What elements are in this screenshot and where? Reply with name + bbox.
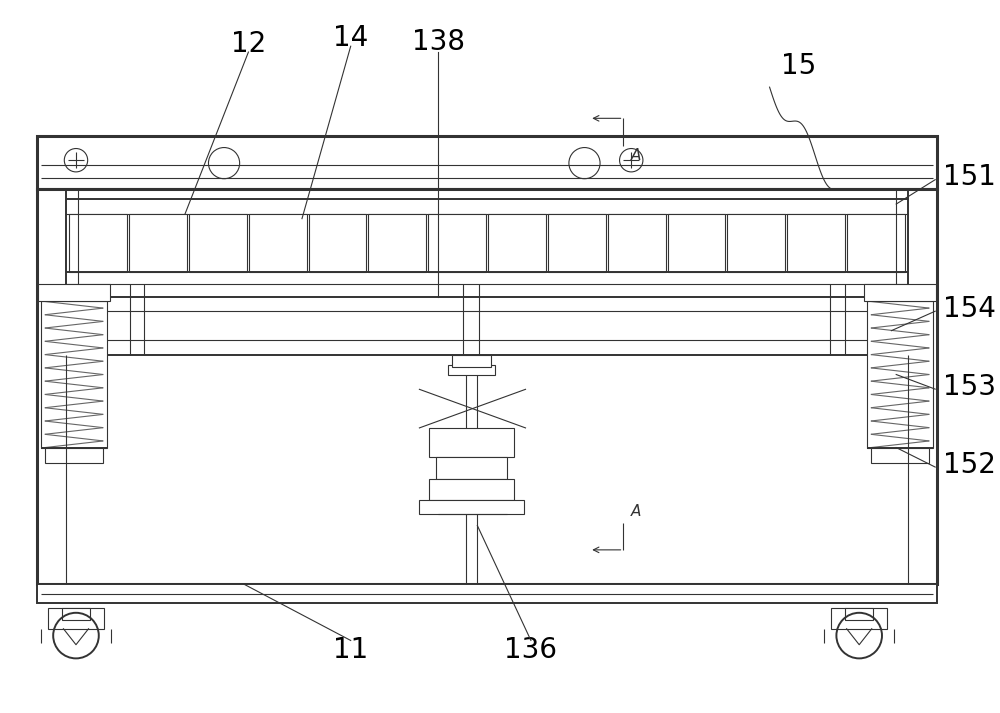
Text: A: A xyxy=(631,503,642,518)
Bar xyxy=(249,214,307,272)
Bar xyxy=(368,214,426,272)
Bar xyxy=(452,355,491,366)
Text: A: A xyxy=(631,148,642,163)
Text: 152: 152 xyxy=(943,451,996,479)
Text: 136: 136 xyxy=(504,636,557,665)
Bar xyxy=(41,302,107,448)
Bar xyxy=(867,302,933,448)
Bar xyxy=(488,214,546,272)
Bar xyxy=(845,607,873,620)
Bar xyxy=(429,478,514,501)
Bar xyxy=(548,214,606,272)
Bar xyxy=(37,190,937,584)
Bar xyxy=(864,284,936,302)
Bar xyxy=(727,214,785,272)
Text: 154: 154 xyxy=(943,295,996,323)
Bar xyxy=(189,214,247,272)
Bar xyxy=(62,607,90,620)
Bar xyxy=(831,607,887,629)
Bar xyxy=(668,214,725,272)
Bar xyxy=(37,584,937,603)
Bar xyxy=(45,448,103,463)
Bar xyxy=(608,214,666,272)
Bar xyxy=(129,214,187,272)
Bar xyxy=(309,214,366,272)
Bar xyxy=(448,365,495,374)
Bar xyxy=(847,214,905,272)
Bar xyxy=(38,284,110,302)
Bar xyxy=(419,501,524,514)
Bar xyxy=(48,607,104,629)
Text: 12: 12 xyxy=(231,30,266,58)
Bar xyxy=(69,214,127,272)
Bar xyxy=(429,428,514,457)
Text: 11: 11 xyxy=(333,636,368,665)
Text: 153: 153 xyxy=(943,373,996,401)
Text: 151: 151 xyxy=(943,163,996,191)
Bar xyxy=(428,214,486,272)
Bar xyxy=(436,457,507,478)
Text: 138: 138 xyxy=(412,29,465,56)
Text: 15: 15 xyxy=(781,52,816,80)
Bar xyxy=(871,448,929,463)
Bar xyxy=(37,136,937,190)
Text: 14: 14 xyxy=(333,24,368,53)
Bar xyxy=(787,214,845,272)
